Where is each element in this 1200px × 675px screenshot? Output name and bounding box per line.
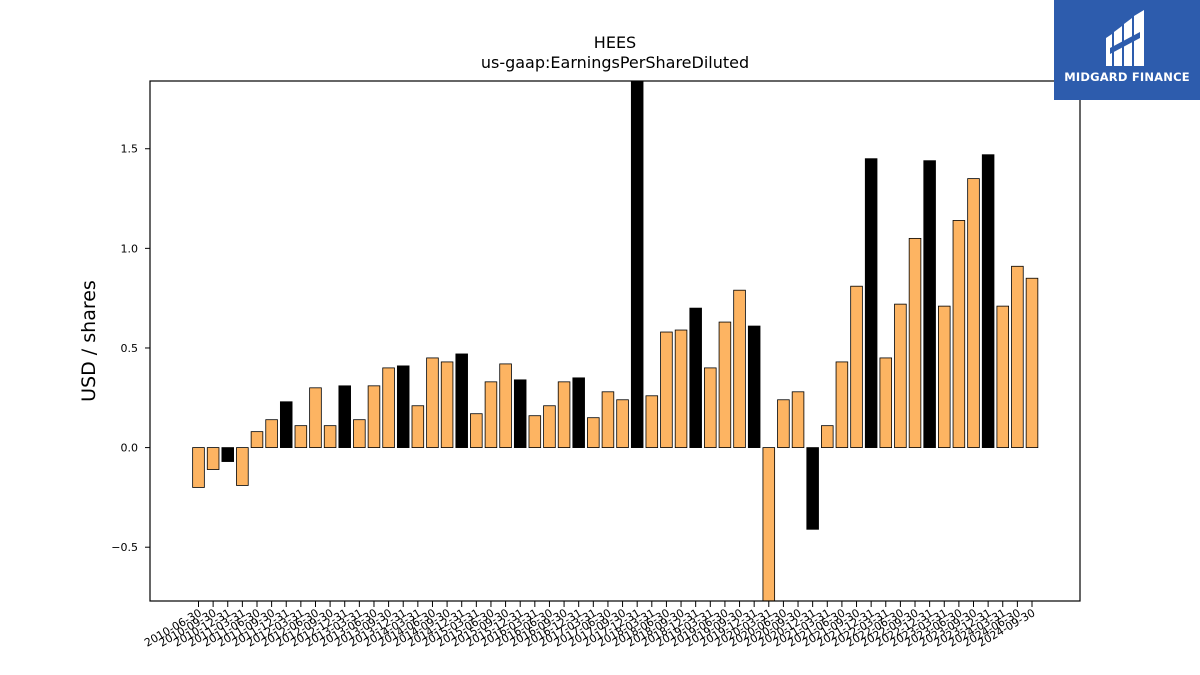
bar-2011-09-30	[265, 419, 278, 448]
bar-2011-12-31	[279, 401, 293, 448]
bar-2016-12-31	[572, 377, 585, 448]
bar-2010-09-30	[206, 447, 220, 470]
bar-2020-12-31	[806, 447, 819, 530]
bar-2020-06-30	[777, 399, 790, 448]
bar-2021-09-30	[850, 285, 863, 448]
bar-2016-03-31	[528, 415, 542, 448]
bar-2014-09-30	[440, 361, 454, 448]
bar-2021-03-31	[821, 425, 834, 448]
bar-2011-06-30	[250, 431, 264, 448]
y-tick-label: −0.5	[111, 541, 138, 554]
y-tick-label: 0.0	[121, 442, 139, 455]
bar-2013-09-30	[382, 367, 395, 448]
bar-2022-12-31	[923, 160, 936, 448]
bar-2010-06-30	[192, 447, 205, 488]
bar-2012-09-30	[323, 425, 337, 448]
y-tick-label: 0.5	[121, 342, 139, 355]
bar-2021-12-31	[864, 158, 878, 448]
bar-2017-03-31	[587, 417, 600, 448]
bar-2013-03-31	[353, 419, 366, 448]
midgard-finance-logo: MIDGARD FINANCE	[1054, 0, 1200, 100]
bar-2014-06-30	[426, 357, 439, 448]
bar-2019-06-30	[718, 321, 732, 448]
y-axis-label: USD / shares	[78, 280, 100, 402]
chart-subtitle: us-gaap:EarningsPerShareDiluted	[481, 53, 749, 72]
bar-2018-03-31	[645, 395, 659, 448]
bar-2011-03-31	[236, 447, 249, 486]
bar-2024-06-30	[1011, 265, 1024, 448]
bars-group	[192, 80, 1039, 602]
bar-2015-09-30	[499, 363, 512, 448]
bar-2012-12-31	[338, 385, 351, 448]
bar-2014-03-31	[411, 405, 425, 448]
bar-2023-03-31	[938, 305, 951, 448]
bar-2017-09-30	[616, 399, 629, 448]
bar-2015-06-30	[484, 381, 498, 448]
chart-title: HEES	[594, 33, 636, 52]
bar-2022-06-30	[894, 303, 907, 448]
bar-2024-09-30	[1025, 277, 1039, 448]
bar-2020-09-30	[791, 391, 805, 448]
bar-2024-03-31	[996, 305, 1010, 448]
bar-2019-03-31	[704, 367, 717, 448]
bar-2021-06-30	[835, 361, 849, 448]
bar-2016-09-30	[557, 381, 571, 448]
y-tick-label: 1.5	[121, 143, 139, 156]
bar-2023-09-30	[967, 178, 980, 448]
bar-2015-12-31	[513, 379, 527, 448]
x-axis-ticks: 2010-06-302010-09-302010-12-312011-03-31…	[142, 601, 1038, 650]
bar-2018-12-31	[689, 307, 702, 448]
bar-2014-12-31	[455, 353, 468, 448]
bar-2022-09-30	[908, 237, 922, 448]
midgard-logo-icon	[1106, 10, 1144, 66]
y-axis-ticks: −0.5 0.0 0.5 1.0 1.5	[111, 143, 150, 554]
bar-2016-06-30	[543, 405, 556, 448]
bar-2018-06-30	[660, 331, 673, 448]
bar-2017-12-31	[630, 80, 644, 448]
bar-2012-06-30	[309, 387, 322, 448]
bar-2019-12-31	[747, 325, 761, 448]
bar-2020-03-31	[762, 447, 776, 602]
bar-2022-03-31	[879, 357, 893, 448]
plot-frame	[149, 80, 1081, 602]
bar-2012-03-31	[294, 425, 308, 448]
y-tick-label: 1.0	[121, 242, 139, 255]
bar-2023-06-30	[952, 220, 966, 448]
bar-2019-09-30	[733, 289, 746, 448]
bar-2017-06-30	[601, 391, 615, 448]
bar-2013-06-30	[367, 385, 381, 448]
bar-2015-03-31	[470, 413, 483, 448]
bar-2023-12-31	[981, 154, 995, 448]
bar-2010-12-31	[221, 447, 234, 462]
bar-2013-12-31	[396, 365, 410, 448]
bar-2018-09-30	[674, 329, 688, 448]
brand-name: MIDGARD FINANCE	[1064, 70, 1190, 84]
